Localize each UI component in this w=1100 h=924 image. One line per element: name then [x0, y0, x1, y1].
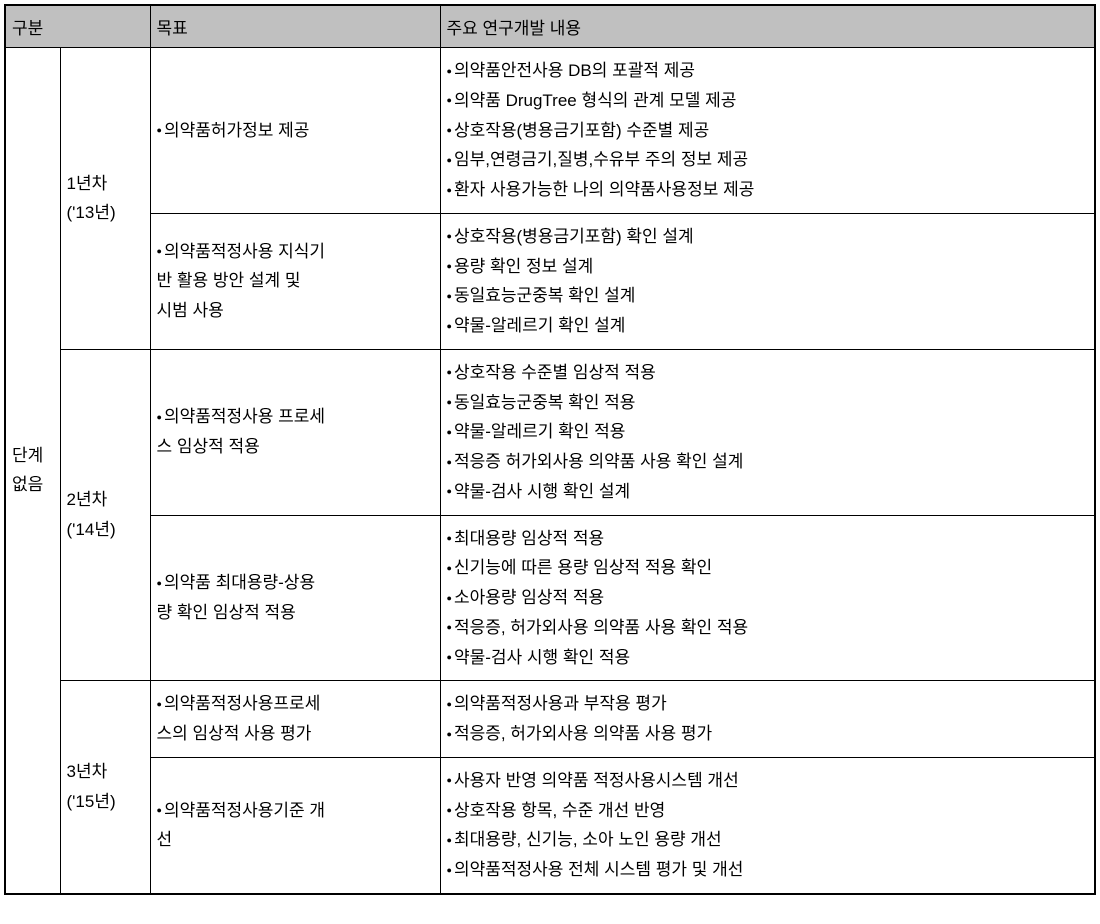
content-item: 환자 사용가능한 나의 의약품사용정보 제공 — [447, 175, 1089, 205]
content-item: 상호작용 항목, 수준 개선 반영 — [447, 796, 1089, 826]
year1-label-2: ('13년) — [67, 203, 116, 222]
content-item: 의약품적정사용과 부작용 평가 — [447, 689, 1089, 719]
content-item: 임부,연령금기,질병,수유부 주의 정보 제공 — [447, 145, 1089, 175]
year3-label-1: 3년차 — [67, 762, 108, 781]
goal-text-2: 반 활용 방안 설계 및 — [157, 271, 301, 290]
goal-text-1: 의약품적정사용프로세 — [157, 694, 321, 713]
content-item: 용량 확인 정보 설계 — [447, 252, 1089, 282]
goal-text-2: 량 확인 임상적 적용 — [157, 603, 296, 622]
goal-text-3: 시범 사용 — [157, 301, 224, 320]
stage-label-1: 단계 — [12, 446, 43, 465]
header-row: 구분 목표 주요 연구개발 내용 — [5, 5, 1095, 48]
goal-cell: 의약품 최대용량-상용 량 확인 임상적 적용 — [150, 515, 440, 681]
content-item: 최대용량, 신기능, 소아 노인 용량 개선 — [447, 825, 1089, 855]
content-item: 상호작용(병용금기포함) 수준별 제공 — [447, 116, 1089, 146]
content-item: 의약품안전사용 DB의 포괄적 제공 — [447, 56, 1089, 86]
goal-text-1: 의약품적정사용기준 개 — [157, 801, 326, 820]
content-item: 신기능에 따른 용량 임상적 적용 확인 — [447, 553, 1089, 583]
content-item: 약물-검사 시행 확인 적용 — [447, 643, 1089, 673]
year2-label-2: ('14년) — [67, 520, 116, 539]
goal-text-2: 스 임상적 적용 — [157, 437, 260, 456]
goal-cell: 의약품적정사용 프로세 스 임상적 적용 — [150, 349, 440, 515]
content-item: 약물-검사 시행 확인 설계 — [447, 477, 1089, 507]
year1-label-1: 1년차 — [67, 174, 108, 193]
content-item: 상호작용(병용금기포함) 확인 설계 — [447, 222, 1089, 252]
content-cell: 의약품적정사용과 부작용 평가 적응증, 허가외사용 의약품 사용 평가 — [440, 681, 1095, 758]
year1-cell: 1년차 ('13년) — [60, 48, 150, 350]
goal-cell: 의약품허가정보 제공 — [150, 48, 440, 214]
goal-cell: 의약품적정사용프로세 스의 임상적 사용 평가 — [150, 681, 440, 758]
table-row: 의약품적정사용 지식기 반 활용 방안 설계 및 시범 사용 상호작용(병용금기… — [5, 213, 1095, 349]
year2-label-1: 2년차 — [67, 490, 108, 509]
content-item: 적응증, 허가외사용 의약품 사용 확인 적용 — [447, 613, 1089, 643]
goal-text-1: 의약품 최대용량-상용 — [157, 573, 316, 592]
goal-text-2: 선 — [157, 830, 173, 849]
year3-label-2: ('15년) — [67, 792, 116, 811]
header-category: 구분 — [5, 5, 150, 48]
content-cell: 사용자 반영 의약품 적정사용시스템 개선 상호작용 항목, 수준 개선 반영 … — [440, 757, 1095, 894]
content-item: 의약품적정사용 전체 시스템 평가 및 개선 — [447, 855, 1089, 885]
content-item: 소아용량 임상적 적용 — [447, 583, 1089, 613]
content-item: 약물-알레르기 확인 설계 — [447, 311, 1089, 341]
year2-cell: 2년차 ('14년) — [60, 349, 150, 681]
stage-label-2: 없음 — [12, 475, 43, 494]
table-row: 2년차 ('14년) 의약품적정사용 프로세 스 임상적 적용 상호작용 수준별… — [5, 349, 1095, 515]
year3-cell: 3년차 ('15년) — [60, 681, 150, 894]
goal-text-2: 스의 임상적 사용 평가 — [157, 724, 312, 743]
table-row: 3년차 ('15년) 의약품적정사용프로세 스의 임상적 사용 평가 의약품적정… — [5, 681, 1095, 758]
table-row: 단계 없음 1년차 ('13년) 의약품허가정보 제공 의약품안전사용 DB의 … — [5, 48, 1095, 214]
content-cell: 상호작용 수준별 임상적 적용 동일효능군중복 확인 적용 약물-알레르기 확인… — [440, 349, 1095, 515]
content-item: 의약품 DrugTree 형식의 관계 모델 제공 — [447, 86, 1089, 116]
content-item: 적응증 허가외사용 의약품 사용 확인 설계 — [447, 447, 1089, 477]
content-item: 사용자 반영 의약품 적정사용시스템 개선 — [447, 766, 1089, 796]
content-cell: 상호작용(병용금기포함) 확인 설계 용량 확인 정보 설계 동일효능군중복 확… — [440, 213, 1095, 349]
stage-cell: 단계 없음 — [5, 48, 60, 894]
research-plan-table: 구분 목표 주요 연구개발 내용 단계 없음 1년차 ('13년) 의약품허가정… — [4, 4, 1096, 895]
content-item: 최대용량 임상적 적용 — [447, 524, 1089, 554]
goal-cell: 의약품적정사용기준 개 선 — [150, 757, 440, 894]
content-cell: 의약품안전사용 DB의 포괄적 제공 의약품 DrugTree 형식의 관계 모… — [440, 48, 1095, 214]
goal-text-1: 의약품적정사용 프로세 — [157, 407, 326, 426]
content-item: 적응증, 허가외사용 의약품 사용 평가 — [447, 719, 1089, 749]
header-content: 주요 연구개발 내용 — [440, 5, 1095, 48]
content-item: 상호작용 수준별 임상적 적용 — [447, 358, 1089, 388]
goal-text-1: 의약품적정사용 지식기 — [157, 242, 326, 261]
content-item: 동일효능군중복 확인 적용 — [447, 388, 1089, 418]
content-item: 동일효능군중복 확인 설계 — [447, 281, 1089, 311]
content-item: 약물-알레르기 확인 적용 — [447, 417, 1089, 447]
table-row: 의약품 최대용량-상용 량 확인 임상적 적용 최대용량 임상적 적용 신기능에… — [5, 515, 1095, 681]
goal-text: 의약품허가정보 제공 — [157, 116, 434, 146]
content-cell: 최대용량 임상적 적용 신기능에 따른 용량 임상적 적용 확인 소아용량 임상… — [440, 515, 1095, 681]
table-row: 의약품적정사용기준 개 선 사용자 반영 의약품 적정사용시스템 개선 상호작용… — [5, 757, 1095, 894]
goal-cell: 의약품적정사용 지식기 반 활용 방안 설계 및 시범 사용 — [150, 213, 440, 349]
header-goal: 목표 — [150, 5, 440, 48]
